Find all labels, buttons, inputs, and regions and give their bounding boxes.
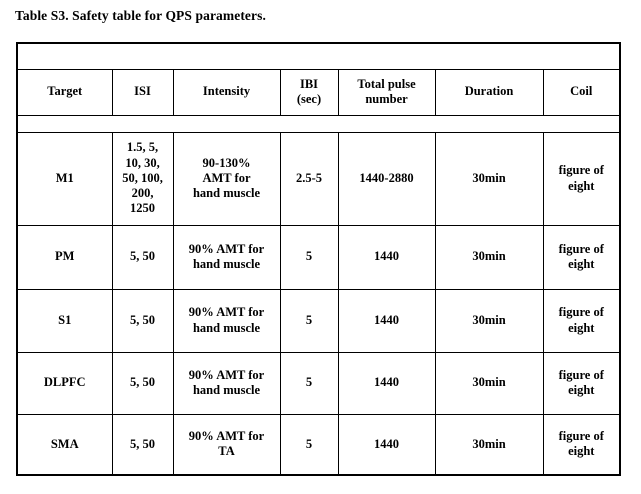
- table-row-s1: S1 5, 50 90% AMT for hand muscle 5 1440 …: [16, 288, 621, 353]
- cell-intensity: 90% AMT for hand muscle: [172, 288, 281, 353]
- cell-total-pulse: 1440-2880: [337, 131, 436, 226]
- header-ibi-sec: IBI (sec): [279, 68, 339, 116]
- cell-coil: figure of eight: [542, 351, 621, 415]
- table-header-row: Target ISI Intensity IBI (sec) Total pul…: [16, 68, 621, 116]
- cell-duration: 30min: [434, 224, 544, 290]
- cell-isi: 5, 50: [111, 288, 174, 353]
- cell-coil: figure of eight: [542, 224, 621, 290]
- cell-target: DLPFC: [16, 351, 113, 415]
- cell-isi: 5, 50: [111, 351, 174, 415]
- header-target: Target: [16, 68, 113, 116]
- safety-table: Target ISI Intensity IBI (sec) Total pul…: [16, 42, 622, 476]
- cell-total-pulse: 1440: [337, 224, 436, 290]
- cell-ibi: 5: [279, 288, 339, 353]
- cell-isi: 5, 50: [111, 413, 174, 476]
- cell-total-pulse: 1440: [337, 351, 436, 415]
- table-row-dlpfc: DLPFC 5, 50 90% AMT for hand muscle 5 14…: [16, 351, 621, 415]
- spacer-row-mid: [17, 114, 621, 133]
- spacer-cell: [17, 42, 621, 70]
- header-isi: ISI: [111, 68, 174, 116]
- cell-intensity: 90% AMT for hand muscle: [172, 351, 281, 415]
- cell-target: SMA: [16, 413, 113, 476]
- header-coil: Coil: [542, 68, 621, 116]
- cell-coil: figure of eight: [542, 288, 621, 353]
- table-row-m1: M1 1.5, 5, 10, 30, 50, 100, 200, 1250 90…: [16, 131, 621, 226]
- cell-total-pulse: 1440: [337, 413, 436, 476]
- cell-duration: 30min: [434, 413, 544, 476]
- cell-target: M1: [16, 131, 113, 226]
- cell-isi: 5, 50: [111, 224, 174, 290]
- cell-duration: 30min: [434, 351, 544, 415]
- cell-duration: 30min: [434, 288, 544, 353]
- spacer-row-top: [17, 42, 621, 70]
- cell-duration: 30min: [434, 131, 544, 226]
- header-duration: Duration: [434, 68, 544, 116]
- cell-intensity: 90% AMT for TA: [172, 413, 281, 476]
- header-total-pulse: Total pulse number: [337, 68, 436, 116]
- cell-ibi: 5: [279, 224, 339, 290]
- cell-target: PM: [16, 224, 113, 290]
- table-caption: Table S3. Safety table for QPS parameter…: [15, 8, 266, 23]
- cell-isi: 1.5, 5, 10, 30, 50, 100, 200, 1250: [111, 131, 174, 226]
- cell-intensity: 90-130% AMT for hand muscle: [172, 131, 281, 226]
- cell-target: S1: [16, 288, 113, 353]
- cell-coil: figure of eight: [542, 131, 621, 226]
- cell-total-pulse: 1440: [337, 288, 436, 353]
- table-row-sma: SMA 5, 50 90% AMT for TA 5 1440 30min fi…: [16, 413, 621, 476]
- cell-coil: figure of eight: [542, 413, 621, 476]
- cell-intensity: 90% AMT for hand muscle: [172, 224, 281, 290]
- cell-ibi: 2.5-5: [279, 131, 339, 226]
- header-intensity: Intensity: [172, 68, 281, 116]
- cell-ibi: 5: [279, 413, 339, 476]
- table-row-pm: PM 5, 50 90% AMT for hand muscle 5 1440 …: [16, 224, 621, 290]
- spacer-cell: [17, 114, 621, 133]
- cell-ibi: 5: [279, 351, 339, 415]
